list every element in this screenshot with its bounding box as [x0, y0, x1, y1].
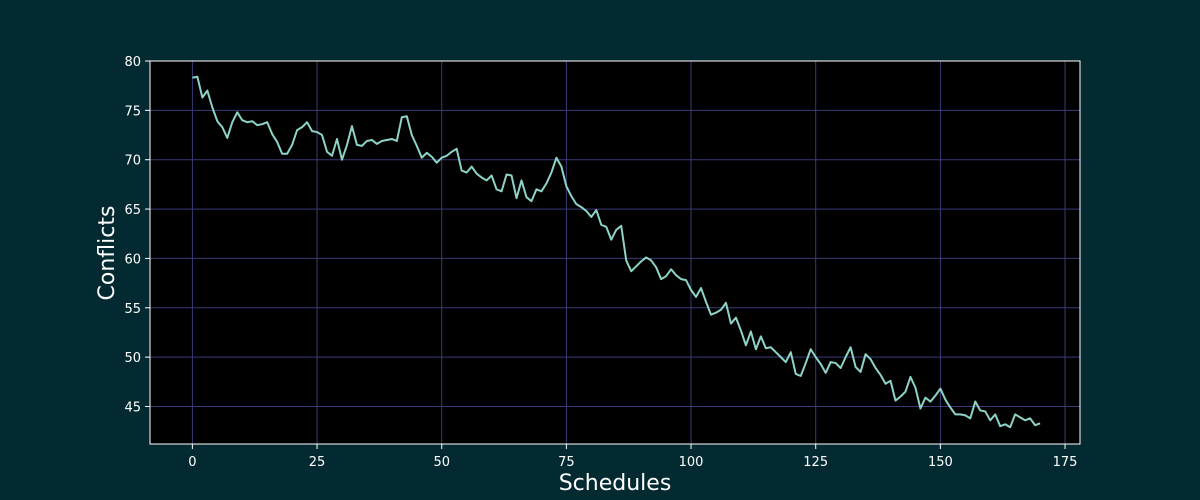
y-tick-label: 50 [124, 351, 141, 366]
x-tick-label: 75 [558, 455, 575, 470]
x-tick-label: 0 [188, 455, 196, 470]
x-tick-label: 50 [433, 455, 450, 470]
y-tick-label: 55 [124, 302, 141, 317]
series-layer [192, 75, 1041, 429]
x-tick-label: 125 [803, 455, 828, 470]
axis-ticks: 0 25 50 75 100 125 150 175 45 50 55 60 65 70 75 80 [124, 55, 1077, 470]
x-tick-label: 25 [309, 455, 326, 470]
x-tick-label: 175 [1053, 455, 1078, 470]
grid-lines [150, 60, 1080, 444]
y-tick-label: 75 [124, 104, 141, 119]
y-axis-label: Conflicts [95, 206, 120, 301]
plot-frame [149, 60, 1081, 445]
y-tick-label: 65 [124, 203, 141, 218]
x-tick-label: 150 [928, 455, 953, 470]
y-tick-label: 60 [124, 252, 141, 267]
x-axis-label: Schedules [559, 471, 672, 496]
x-tick-label: 100 [679, 455, 704, 470]
y-tick-label: 80 [124, 55, 141, 70]
y-tick-label: 45 [124, 400, 141, 415]
series-line [192, 75, 1041, 429]
y-tick-label: 70 [124, 154, 141, 169]
